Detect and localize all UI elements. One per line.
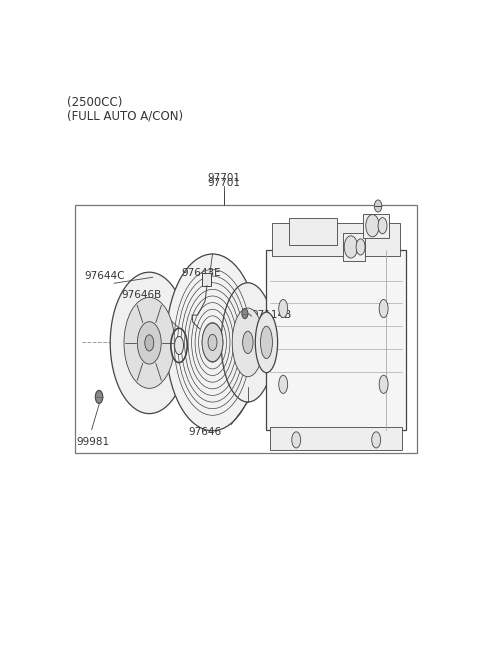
Ellipse shape [279,299,288,318]
Text: 99981: 99981 [77,438,110,447]
Ellipse shape [208,335,217,350]
Ellipse shape [356,239,365,255]
Text: (FULL AUTO A/CON): (FULL AUTO A/CON) [67,109,183,122]
Ellipse shape [124,297,175,388]
Ellipse shape [279,375,288,394]
Text: 97701: 97701 [207,173,240,183]
Ellipse shape [202,323,223,361]
Ellipse shape [137,321,161,364]
Bar [266,251,406,430]
Ellipse shape [372,432,381,448]
Ellipse shape [96,390,103,403]
Bar [363,214,389,238]
Ellipse shape [243,331,253,354]
Ellipse shape [110,272,188,414]
Ellipse shape [166,254,259,431]
Bar [272,222,400,256]
Ellipse shape [221,283,275,402]
Ellipse shape [232,308,264,377]
Bar [343,233,365,260]
Bar [203,273,211,286]
Ellipse shape [344,236,358,258]
Ellipse shape [379,375,388,394]
Ellipse shape [374,200,382,212]
Ellipse shape [261,326,273,359]
Ellipse shape [378,218,387,234]
Text: 97114B: 97114B [252,310,292,319]
Ellipse shape [171,328,187,363]
Bar [270,427,402,450]
Text: (2500CC): (2500CC) [67,96,123,110]
Ellipse shape [366,215,379,237]
Ellipse shape [175,337,183,354]
Ellipse shape [292,432,300,448]
Ellipse shape [379,299,388,318]
Text: 97644C: 97644C [84,271,125,281]
Bar [289,218,337,245]
Text: 97643E: 97643E [181,268,221,278]
Text: 97646: 97646 [189,427,222,438]
Ellipse shape [145,335,154,351]
Bar [75,205,417,453]
Text: 97646B: 97646B [121,290,162,300]
Ellipse shape [255,312,277,373]
Ellipse shape [242,308,248,319]
Text: 97701: 97701 [207,178,240,188]
